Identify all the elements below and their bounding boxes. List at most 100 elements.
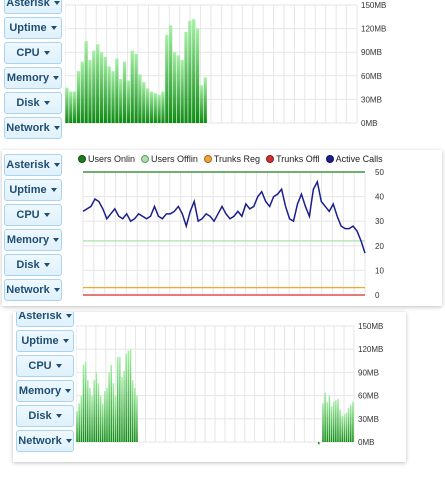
network-usage-bar[interactable] bbox=[84, 41, 88, 123]
network-usage-bar[interactable] bbox=[149, 91, 154, 123]
network-usage-bar[interactable] bbox=[157, 94, 161, 123]
network-usage-bar[interactable] bbox=[93, 380, 95, 442]
network-usage-bar[interactable] bbox=[99, 395, 102, 442]
network-usage-bar[interactable] bbox=[134, 53, 138, 124]
legend-item-users-online[interactable]: Users Onlin bbox=[78, 154, 135, 164]
network-usage-bar[interactable] bbox=[142, 82, 146, 123]
network-usage-bar[interactable] bbox=[115, 58, 119, 123]
menu-network-button[interactable]: Network bbox=[16, 430, 74, 452]
menu-asterisk-button[interactable]: Asterisk bbox=[16, 312, 74, 327]
network-usage-bar[interactable] bbox=[328, 395, 331, 442]
network-usage-bar[interactable] bbox=[119, 356, 121, 442]
network-usage-bar[interactable] bbox=[108, 372, 110, 442]
network-usage-bar[interactable] bbox=[111, 71, 115, 123]
network-usage-bar[interactable] bbox=[184, 31, 188, 123]
menu-cpu-button[interactable]: CPU bbox=[16, 355, 74, 377]
network-usage-bar[interactable] bbox=[324, 392, 326, 442]
network-usage-bar[interactable] bbox=[169, 25, 173, 124]
network-usage-bar[interactable] bbox=[337, 398, 339, 442]
network-usage-bar[interactable] bbox=[350, 404, 352, 442]
network-usage-bar[interactable] bbox=[195, 28, 200, 124]
network-usage-bar[interactable] bbox=[122, 61, 127, 123]
menu-cpu-button[interactable]: CPU bbox=[4, 42, 62, 64]
network-usage-bar[interactable] bbox=[99, 52, 104, 124]
legend-item-users-offline[interactable]: Users Offlin bbox=[141, 154, 198, 164]
network-usage-bar[interactable] bbox=[110, 364, 113, 442]
network-usage-bar[interactable] bbox=[123, 370, 125, 442]
network-usage-bar[interactable] bbox=[95, 372, 98, 442]
network-usage-bar[interactable] bbox=[330, 406, 333, 442]
menu-network-button[interactable]: Network bbox=[4, 279, 62, 301]
network-usage-bar[interactable] bbox=[347, 407, 350, 442]
menu-asterisk-button[interactable]: Asterisk bbox=[4, 0, 62, 14]
network-usage-bar[interactable] bbox=[103, 56, 107, 123]
menu-disk-button[interactable]: Disk bbox=[16, 405, 74, 427]
network-usage-bar[interactable] bbox=[78, 403, 80, 442]
network-usage-bar[interactable] bbox=[188, 20, 192, 123]
network-usage-bar[interactable] bbox=[192, 19, 196, 123]
network-usage-bar[interactable] bbox=[153, 93, 157, 123]
network-usage-bar[interactable] bbox=[114, 395, 117, 442]
network-usage-bar[interactable] bbox=[127, 350, 130, 442]
network-usage-bar[interactable] bbox=[76, 411, 78, 442]
menu-memory-button[interactable]: Memory bbox=[4, 229, 62, 251]
menu-memory-button[interactable]: Memory bbox=[4, 67, 62, 89]
network-usage-bar[interactable] bbox=[76, 71, 81, 123]
network-usage-bar[interactable] bbox=[352, 401, 354, 442]
network-usage-bar[interactable] bbox=[138, 74, 142, 123]
network-usage-bar[interactable] bbox=[176, 55, 180, 124]
network-usage-bar[interactable] bbox=[134, 387, 136, 442]
menu-memory-button[interactable]: Memory bbox=[16, 380, 74, 402]
network-usage-bar[interactable] bbox=[97, 383, 100, 442]
network-usage-bar[interactable] bbox=[80, 61, 84, 123]
network-usage-bar[interactable] bbox=[96, 44, 100, 124]
network-usage-bar[interactable] bbox=[161, 91, 165, 123]
network-usage-bar[interactable] bbox=[343, 414, 346, 442]
menu-cpu-button[interactable]: CPU bbox=[4, 204, 62, 226]
network-usage-bar[interactable] bbox=[82, 364, 85, 442]
network-usage-bar[interactable] bbox=[199, 85, 204, 123]
network-usage-bar[interactable] bbox=[86, 380, 89, 442]
menu-disk-button[interactable]: Disk bbox=[4, 254, 62, 276]
network-usage-bar[interactable] bbox=[317, 442, 320, 445]
network-usage-bar[interactable] bbox=[345, 412, 348, 442]
network-usage-bar[interactable] bbox=[129, 349, 132, 442]
network-usage-bar[interactable] bbox=[101, 403, 104, 442]
legend-item-active-calls[interactable]: Active Calls bbox=[325, 154, 383, 164]
network-usage-bar[interactable] bbox=[130, 50, 134, 124]
network-usage-bar[interactable] bbox=[136, 395, 138, 442]
network-usage-bar[interactable] bbox=[106, 387, 108, 442]
network-usage-bar[interactable] bbox=[326, 401, 329, 442]
menu-uptime-button[interactable]: Uptime bbox=[4, 17, 62, 39]
network-usage-bar[interactable] bbox=[203, 77, 207, 123]
network-usage-bar[interactable] bbox=[69, 91, 73, 123]
menu-network-button[interactable]: Network bbox=[4, 117, 62, 139]
network-usage-bar[interactable] bbox=[341, 415, 344, 442]
network-usage-bar[interactable] bbox=[126, 80, 131, 123]
network-usage-bar[interactable] bbox=[145, 88, 150, 123]
legend-item-trunks-reg[interactable]: Trunks Reg bbox=[203, 154, 260, 164]
menu-uptime-button[interactable]: Uptime bbox=[16, 330, 74, 352]
network-usage-bar[interactable] bbox=[112, 383, 115, 442]
network-usage-bar[interactable] bbox=[131, 380, 134, 442]
network-usage-bar[interactable] bbox=[65, 87, 69, 123]
network-usage-bar[interactable] bbox=[121, 377, 123, 442]
network-usage-bar[interactable] bbox=[339, 409, 341, 442]
network-usage-bar[interactable] bbox=[92, 50, 96, 124]
network-usage-bar[interactable] bbox=[322, 403, 324, 442]
network-usage-bar[interactable] bbox=[91, 395, 93, 442]
network-usage-bar[interactable] bbox=[180, 60, 184, 123]
network-usage-bar[interactable] bbox=[72, 91, 77, 123]
network-usage-bar[interactable] bbox=[119, 78, 123, 123]
network-usage-bar[interactable] bbox=[88, 60, 92, 123]
network-usage-bar[interactable] bbox=[165, 34, 169, 123]
network-usage-bar[interactable] bbox=[125, 353, 128, 442]
network-usage-bar[interactable] bbox=[116, 356, 119, 442]
network-usage-bar[interactable] bbox=[89, 387, 91, 442]
menu-disk-button[interactable]: Disk bbox=[4, 92, 62, 114]
menu-asterisk-button[interactable]: Asterisk bbox=[4, 154, 62, 176]
network-usage-bar[interactable] bbox=[80, 395, 83, 442]
network-usage-bar[interactable] bbox=[107, 66, 111, 123]
series-line-active-calls[interactable] bbox=[82, 179, 366, 254]
network-usage-bar[interactable] bbox=[172, 52, 177, 124]
